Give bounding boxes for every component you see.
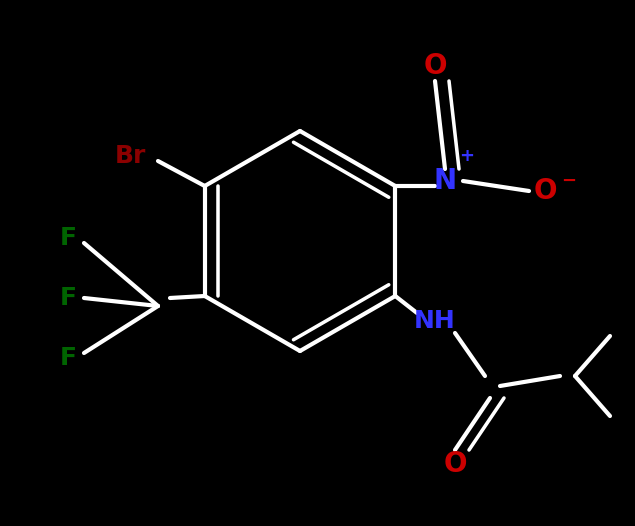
Text: F: F	[60, 226, 76, 250]
Text: NH: NH	[414, 309, 456, 333]
Text: N: N	[434, 167, 457, 195]
Text: O: O	[533, 177, 557, 205]
Text: +: +	[459, 147, 474, 165]
Text: O: O	[424, 52, 447, 80]
Text: −: −	[561, 172, 576, 190]
Text: F: F	[60, 346, 76, 370]
Text: F: F	[60, 286, 76, 310]
Text: Br: Br	[114, 144, 145, 168]
Text: O: O	[443, 450, 467, 478]
